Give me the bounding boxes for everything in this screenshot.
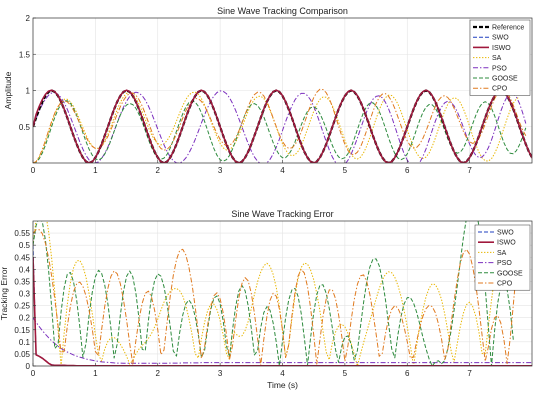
x-tick-label: 0: [31, 166, 36, 175]
y-tick-label: 0.3: [19, 290, 31, 299]
tracking-comparison-panel: 0 1 2 3 4 5 6 7 0.5 1 1.5 2 Sine Wave Tracking Compa…: [3, 6, 533, 175]
series-line-cpo: [33, 229, 520, 366]
x-tick-label: 1: [93, 166, 98, 175]
y-tick-label: 0.1: [19, 338, 31, 347]
x-tick-label: 0: [31, 369, 36, 378]
y-tick-label: 1.5: [19, 50, 31, 59]
x-tick-label: 6: [405, 369, 410, 378]
y-tick-label: 2: [26, 14, 31, 23]
x-tick-label: 3: [218, 369, 223, 378]
y-tick-label: 0.5: [19, 123, 31, 132]
y-tick-label: 1: [26, 87, 31, 96]
y-tick-label: 0.15: [14, 326, 30, 335]
legend-label-pso: PSO: [492, 65, 507, 72]
legend-label-iswo: ISWO: [492, 45, 511, 52]
x-axis-label: Time (s): [267, 380, 298, 390]
y-tick-label: 0.05: [14, 350, 30, 359]
y-tick-label: 0.2: [19, 314, 31, 323]
x-tick-label: 4: [280, 166, 285, 175]
tracking-error-panel: 0 1 2 3 4 5 6 7 0 0.05 0.1 0.15 0.2 0.25 0.3 0.35 0.4 0.4…: [0, 209, 533, 390]
x-tick-label: 2: [156, 166, 161, 175]
y-axis-label: Tracking Error: [0, 267, 9, 321]
y-tick-label: 0.5: [19, 241, 31, 250]
x-tick-label: 2: [156, 369, 161, 378]
y-tick-label: 0: [26, 362, 31, 371]
legend: SWO ISWO SA PSO GOOSE CPO: [474, 224, 531, 291]
series-line-pso: [33, 90, 527, 163]
y-tick-label: 0.4: [19, 265, 31, 274]
series-line-sa: [33, 221, 514, 366]
legend-box: [474, 224, 531, 291]
legend-label-cpo: CPO: [497, 281, 513, 288]
legend-label-goose: GOOSE: [497, 270, 523, 277]
legend: Reference SWO ISWO SA PSO GOOSE CPO: [469, 19, 531, 96]
legend-label-swo: SWO: [497, 230, 514, 237]
legend-label-sa: SA: [492, 55, 502, 62]
chart-title: Sine Wave Tracking Error: [231, 209, 333, 219]
legend-label-reference: Reference: [492, 25, 524, 32]
y-tick-label: 0.55: [14, 229, 30, 238]
legend-label-iswo: ISWO: [497, 240, 516, 247]
y-tick-label: 0.45: [14, 253, 30, 262]
y-tick-label: 0.25: [14, 302, 30, 311]
x-tick-label: 5: [343, 369, 348, 378]
legend-label-pso: PSO: [497, 260, 512, 267]
x-tick-label: 3: [218, 166, 223, 175]
x-tick-label: 5: [343, 166, 348, 175]
series-line-cpo: [33, 88, 527, 163]
series-line-goose: [33, 100, 527, 163]
chart-title: Sine Wave Tracking Comparison: [217, 6, 348, 16]
series-group: [33, 88, 532, 163]
y-axis-label: Amplitude: [3, 71, 13, 109]
x-tick-label: 4: [280, 369, 285, 378]
legend-label-cpo: CPO: [492, 86, 508, 93]
legend-label-swo: SWO: [492, 35, 509, 42]
x-tick-label: 1: [93, 369, 98, 378]
y-tick-label: 0.35: [14, 277, 30, 286]
legend-label-goose: GOOSE: [492, 76, 518, 83]
series-line-goose: [33, 221, 514, 366]
series-line-iswo: [33, 89, 532, 163]
x-tick-label: 7: [467, 166, 472, 175]
x-tick-label: 7: [467, 369, 472, 378]
x-tick-label: 6: [405, 166, 410, 175]
legend-label-sa: SA: [497, 250, 507, 257]
